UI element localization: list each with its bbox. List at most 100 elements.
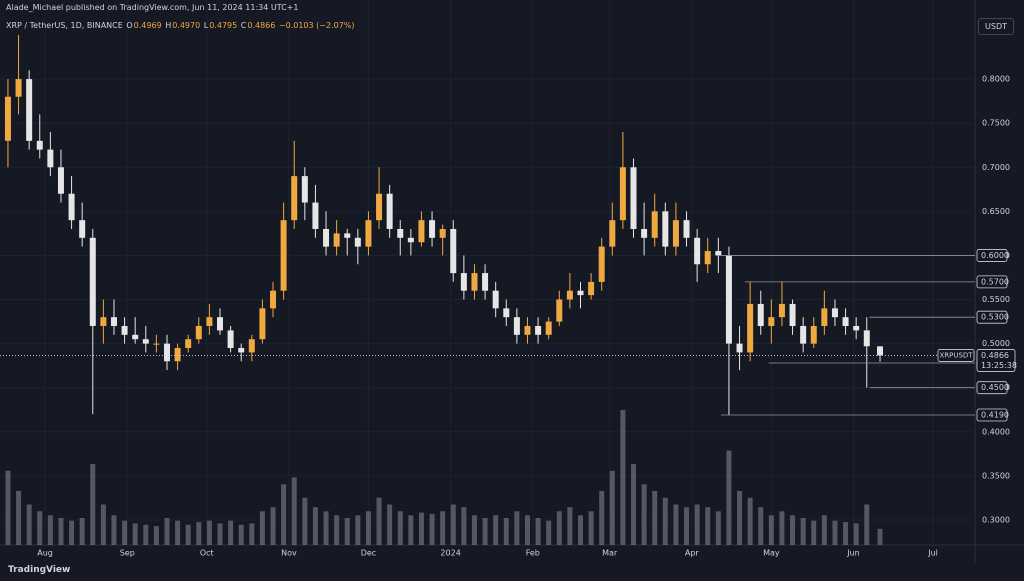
volume-bar: [185, 524, 191, 545]
volume-bar: [726, 450, 732, 545]
volume-bar: [493, 515, 499, 545]
publisher: Alade_Michael published on TradingView.c…: [6, 3, 299, 12]
volume-bar: [737, 491, 743, 545]
candle-body: [662, 211, 669, 247]
volume-bar: [864, 504, 870, 545]
volume-bar: [821, 515, 827, 545]
volume-bar: [418, 512, 424, 545]
candle-body: [121, 325, 128, 335]
volume-bar: [440, 511, 446, 545]
c-label: C: [240, 21, 247, 30]
x-tick-label: Jun: [846, 549, 860, 558]
candle-body: [598, 246, 605, 282]
candle-body: [821, 308, 828, 326]
candle-body: [142, 339, 149, 344]
candle-body: [768, 317, 775, 326]
level-box: [976, 381, 1008, 395]
candle-body: [15, 79, 22, 97]
candle-body: [185, 339, 192, 349]
x-tick-label: Aug: [37, 549, 53, 558]
x-tick-label: 2024: [440, 549, 460, 558]
volume-bar: [5, 470, 11, 545]
level-box: [976, 408, 1008, 422]
candle-body: [418, 220, 425, 243]
candle-body: [725, 255, 732, 344]
volume-bar: [312, 507, 318, 545]
candle-body: [736, 343, 743, 353]
candle-body: [778, 303, 785, 318]
x-tick-label: Mar: [602, 549, 618, 558]
volume-bar: [588, 511, 594, 545]
x-tick-label: Feb: [526, 549, 540, 558]
candle-body: [747, 303, 754, 353]
volume-bar: [535, 518, 541, 545]
volume-bar: [556, 511, 562, 545]
volume-bar: [69, 520, 75, 545]
candle-body: [492, 290, 499, 309]
y-tick-label: 0.3000: [982, 515, 1010, 524]
volume-bar: [429, 513, 435, 545]
level-label: 0.4500: [981, 383, 1009, 392]
currency-button[interactable]: USDT: [978, 18, 1014, 35]
last-price-label: 0.4866: [981, 351, 1009, 360]
candle-body: [429, 220, 436, 238]
y-tick-label: 0.7500: [982, 119, 1010, 128]
candle-body: [312, 202, 319, 229]
brand[interactable]: TradingView: [8, 565, 71, 575]
volume-bar: [694, 504, 700, 545]
candle-body: [810, 325, 817, 344]
candle-body: [344, 233, 351, 238]
volume-bar: [196, 522, 202, 545]
change: −0.0103 (−2.07%): [278, 21, 355, 30]
volume-bar: [153, 526, 159, 545]
volume-bar: [577, 515, 583, 545]
x-tick-label: Apr: [685, 549, 700, 558]
volume-bar: [164, 518, 170, 545]
volume-bar: [546, 520, 552, 545]
volume-bar: [811, 520, 817, 545]
volume-bar: [355, 515, 361, 545]
candle-body: [471, 273, 478, 291]
candle-body: [79, 220, 86, 238]
volume-bar: [376, 497, 382, 545]
volume-bar: [524, 515, 530, 545]
level-box: [976, 275, 1008, 289]
candle-body: [407, 237, 414, 243]
volume-bar: [90, 464, 96, 545]
volume-bar: [747, 497, 753, 545]
level-box: [976, 310, 1008, 324]
y-tick-label: 0.8000: [982, 75, 1010, 84]
volume-bar: [715, 511, 721, 545]
volume-bar: [800, 518, 806, 545]
x-tick-label: Sep: [120, 549, 135, 558]
y-tick-label: 0.5500: [982, 295, 1010, 304]
candle-body: [89, 237, 96, 326]
candle-body: [439, 228, 446, 238]
candle-body: [630, 167, 637, 229]
volume-bar: [832, 520, 838, 545]
volume-bar: [47, 515, 53, 545]
candle-body: [365, 220, 372, 247]
volume-bar: [567, 507, 573, 545]
volume-bar: [334, 515, 340, 545]
volume-bar: [684, 507, 690, 545]
volume-bar: [58, 518, 64, 545]
symbol-tag: [937, 349, 975, 362]
candle-body: [715, 251, 722, 256]
volume-bar: [302, 497, 308, 545]
candle-body: [163, 343, 170, 362]
candle-body: [877, 346, 884, 356]
candle-body: [535, 325, 542, 335]
volume-bar: [705, 507, 711, 545]
candle-body: [577, 290, 584, 296]
candle-body: [110, 317, 117, 326]
l-label: L: [203, 21, 209, 30]
candle-body: [524, 325, 531, 335]
volume-bar: [228, 520, 234, 545]
x-tick-label: May: [763, 549, 780, 558]
candle-body: [248, 339, 255, 353]
volume-bar: [259, 511, 265, 545]
candle-body: [863, 330, 870, 347]
candle-body: [556, 299, 563, 322]
candle-body: [259, 308, 266, 340]
